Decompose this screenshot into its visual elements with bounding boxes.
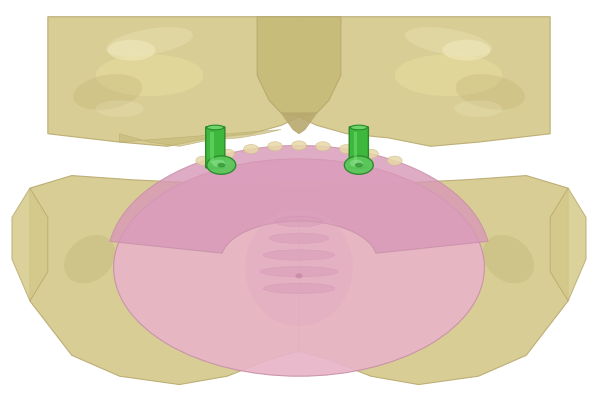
Ellipse shape <box>269 233 329 243</box>
Ellipse shape <box>388 156 402 165</box>
Ellipse shape <box>350 125 367 130</box>
Ellipse shape <box>340 145 354 154</box>
Polygon shape <box>257 17 341 117</box>
Polygon shape <box>299 176 568 385</box>
Ellipse shape <box>275 217 323 227</box>
Ellipse shape <box>350 165 367 169</box>
Ellipse shape <box>344 156 373 174</box>
Polygon shape <box>48 17 299 146</box>
Ellipse shape <box>316 142 331 151</box>
Ellipse shape <box>364 149 379 158</box>
Ellipse shape <box>217 163 225 168</box>
Ellipse shape <box>395 54 502 96</box>
Ellipse shape <box>73 74 142 110</box>
Ellipse shape <box>196 156 211 165</box>
Ellipse shape <box>114 159 484 376</box>
Ellipse shape <box>245 209 353 326</box>
Ellipse shape <box>454 100 502 117</box>
Ellipse shape <box>267 142 282 151</box>
Ellipse shape <box>207 156 236 174</box>
Polygon shape <box>30 176 299 385</box>
Polygon shape <box>110 145 488 253</box>
Ellipse shape <box>443 40 490 61</box>
Ellipse shape <box>212 160 225 167</box>
Ellipse shape <box>108 40 155 61</box>
FancyBboxPatch shape <box>349 127 368 168</box>
Polygon shape <box>550 188 586 301</box>
Polygon shape <box>12 188 48 301</box>
Ellipse shape <box>220 149 234 158</box>
Ellipse shape <box>260 267 338 277</box>
Ellipse shape <box>355 163 363 168</box>
Ellipse shape <box>295 273 303 278</box>
Polygon shape <box>281 113 317 134</box>
Ellipse shape <box>263 250 335 260</box>
Ellipse shape <box>405 27 492 56</box>
Ellipse shape <box>291 141 307 150</box>
Ellipse shape <box>207 125 224 130</box>
Ellipse shape <box>350 160 363 167</box>
Ellipse shape <box>96 100 144 117</box>
Polygon shape <box>120 130 281 146</box>
FancyBboxPatch shape <box>206 127 225 168</box>
Ellipse shape <box>64 235 115 283</box>
Ellipse shape <box>456 74 525 110</box>
Ellipse shape <box>96 54 203 96</box>
Ellipse shape <box>239 180 359 196</box>
Polygon shape <box>210 132 213 163</box>
Polygon shape <box>354 132 357 163</box>
Ellipse shape <box>483 235 534 283</box>
Ellipse shape <box>244 145 259 154</box>
Ellipse shape <box>106 27 193 56</box>
Ellipse shape <box>207 165 224 169</box>
Polygon shape <box>299 17 550 146</box>
Ellipse shape <box>263 283 335 293</box>
